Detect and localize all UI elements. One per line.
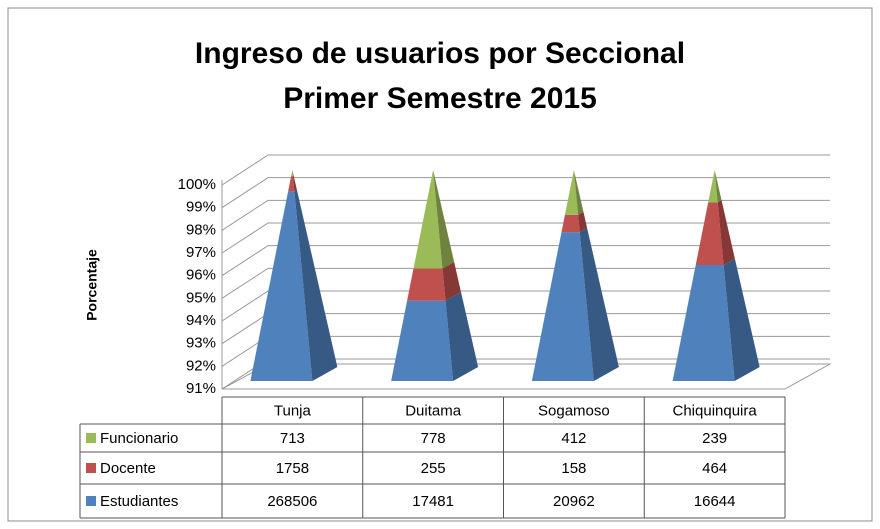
pyramid-side bbox=[292, 175, 297, 192]
pyramid-front bbox=[695, 202, 724, 266]
y-tick-label: 97% bbox=[186, 244, 216, 261]
grid-line bbox=[221, 267, 830, 299]
pyramid-side bbox=[433, 170, 455, 269]
x-tick-label: Chiquinquira bbox=[673, 402, 758, 419]
legend-label: Estudiantes bbox=[100, 493, 178, 510]
y-tick-label: 93% bbox=[186, 335, 216, 352]
y-tick-label: 91% bbox=[186, 380, 216, 397]
pyramid-side bbox=[714, 170, 722, 203]
pyramid-side bbox=[579, 227, 619, 381]
pyramid-side bbox=[573, 170, 584, 215]
table-value: 16644 bbox=[694, 493, 736, 510]
pyramid-front bbox=[672, 265, 735, 381]
grid-line bbox=[221, 245, 830, 277]
table-value: 412 bbox=[561, 430, 586, 447]
pyramid-front bbox=[564, 170, 579, 215]
pyramid-front bbox=[531, 232, 594, 381]
pyramid-front bbox=[708, 170, 718, 203]
pyramid-side bbox=[294, 189, 338, 381]
y-tick-label: 98% bbox=[186, 221, 216, 238]
x-tick-label: Tunja bbox=[274, 402, 312, 419]
grid-line bbox=[221, 177, 830, 209]
y-axis-label: Porcentaje bbox=[84, 249, 100, 321]
y-tick-label: 100% bbox=[178, 176, 216, 193]
y-tick-label: 94% bbox=[186, 312, 216, 329]
pyramid-front bbox=[407, 268, 446, 301]
grid-line bbox=[221, 199, 830, 231]
table-value: 17481 bbox=[412, 493, 454, 510]
table-value: 239 bbox=[702, 430, 727, 447]
pyramid-side bbox=[445, 292, 479, 381]
legend-label: Docente bbox=[100, 460, 156, 477]
grid-line bbox=[221, 154, 830, 186]
legend-swatch bbox=[86, 496, 96, 506]
table-value: 268506 bbox=[267, 493, 317, 510]
table-value: 255 bbox=[421, 460, 446, 477]
grid-line bbox=[221, 290, 830, 322]
table-value: 713 bbox=[280, 430, 305, 447]
pyramid-front bbox=[561, 214, 580, 233]
pyramid-side bbox=[723, 258, 760, 381]
table-value: 464 bbox=[702, 460, 727, 477]
x-tick-label: Duitama bbox=[405, 402, 462, 419]
legend-swatch bbox=[86, 433, 96, 443]
y-tick-label: 96% bbox=[186, 267, 216, 284]
grid-line bbox=[221, 222, 830, 254]
chart-title: Primer Semestre 2015 bbox=[283, 82, 597, 115]
pyramid-side bbox=[292, 170, 294, 177]
y-tick-label: 92% bbox=[186, 357, 216, 374]
table-value: 20962 bbox=[553, 493, 595, 510]
y-tick-label: 99% bbox=[186, 199, 216, 216]
pyramid-side bbox=[578, 211, 588, 233]
table-value: 1758 bbox=[276, 460, 309, 477]
pyramid-front bbox=[291, 170, 293, 177]
y-tick-label: 95% bbox=[186, 289, 216, 306]
pyramid-side bbox=[717, 200, 735, 266]
table-value: 158 bbox=[561, 460, 586, 477]
x-tick-label: Sogamoso bbox=[538, 402, 610, 419]
pyramid-side bbox=[442, 261, 462, 301]
legend-swatch bbox=[86, 463, 96, 473]
pyramid-front bbox=[413, 170, 443, 269]
table-value: 778 bbox=[421, 430, 446, 447]
pyramid-front bbox=[250, 191, 313, 381]
chart-title: Ingreso de usuarios por Seccional bbox=[195, 37, 685, 70]
pyramid-front bbox=[288, 176, 295, 192]
legend-label: Funcionario bbox=[100, 430, 178, 447]
pyramid-front bbox=[391, 300, 454, 381]
